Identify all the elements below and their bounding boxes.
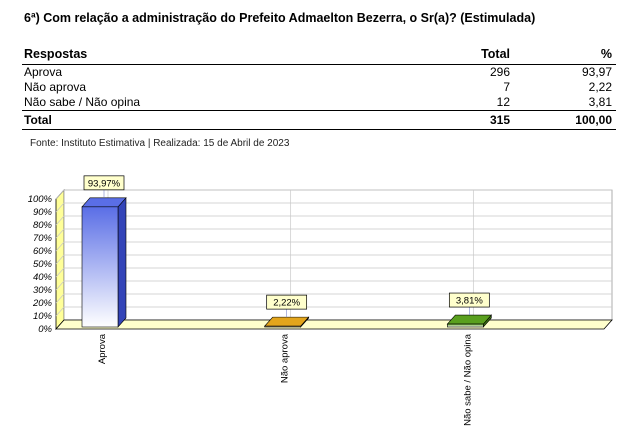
table-header-row: Respostas Total % [22, 44, 616, 64]
y-tick-label: 30% [33, 285, 53, 296]
row-label: Não aprova [24, 80, 87, 94]
y-tick-label: 70% [33, 233, 53, 244]
bar-top [446, 314, 493, 325]
y-tick-label: 40% [33, 272, 53, 283]
total-count: 315 [489, 113, 510, 127]
question-title: 6ª) Com relação a administração do Prefe… [24, 11, 536, 25]
bar [264, 325, 301, 328]
table-row: Não aprova 7 2,22 [22, 80, 616, 95]
y-tick-label: 0% [38, 324, 52, 335]
row-percent: 2,22 [588, 80, 612, 94]
y-tick-label: 100% [28, 194, 53, 205]
bar [81, 206, 119, 328]
data-label: 3,81% [456, 296, 483, 307]
grid-line [55, 189, 65, 200]
grid-line [55, 267, 65, 278]
row-label: Aprova [24, 65, 63, 79]
table-row: Aprova 296 93,97 [22, 65, 616, 80]
bar-side [117, 197, 127, 328]
x-category-label: Aprova [97, 333, 108, 364]
y-tick-label: 90% [33, 207, 53, 218]
table-total-row: Total 315 100,00 [22, 111, 616, 129]
bar-top [81, 197, 127, 208]
row-percent: 93,97 [581, 65, 612, 79]
total-percent: 100,00 [575, 113, 612, 127]
table-row: Não sabe / Não opina 12 3,81 [22, 95, 616, 110]
grid-line [55, 215, 65, 226]
row-total: 7 [503, 80, 510, 94]
grid-line [55, 254, 65, 265]
y-tick-label: 20% [32, 298, 53, 309]
grid-line [55, 202, 65, 213]
y-tick-label: 10% [33, 311, 53, 322]
data-label-box [83, 175, 125, 191]
bar-top [263, 316, 310, 327]
table-divider [22, 129, 616, 130]
bar [447, 323, 484, 328]
table-divider [22, 110, 616, 111]
results-table: Respostas Total % Aprova 296 93,97 Não a… [22, 44, 616, 130]
grid-line [55, 306, 65, 317]
y-tick-label: 60% [33, 246, 53, 257]
x-category-label: Não sabe / Não opina [462, 333, 473, 426]
chart-floor [55, 319, 613, 330]
header-percent: % [600, 47, 612, 61]
x-category-label: Não aprova [280, 333, 291, 383]
y-tick-label: 50% [33, 259, 53, 270]
data-label-box [448, 292, 490, 308]
row-total: 296 [489, 65, 510, 79]
row-percent: 3,81 [588, 95, 612, 109]
data-label: 2,22% [273, 298, 300, 309]
table-divider [22, 64, 616, 65]
data-label: 93,97% [88, 178, 121, 189]
header-respostas: Respostas [24, 47, 88, 61]
grid-line [55, 293, 65, 304]
grid-line [55, 228, 65, 239]
source-note: Fonte: Instituto Estimativa | Realizada:… [30, 138, 290, 149]
grid-line [55, 241, 65, 252]
y-tick-label: 80% [33, 220, 53, 231]
row-total: 12 [496, 95, 510, 109]
row-label: Não sabe / Não opina [24, 95, 141, 109]
grid-line [55, 280, 65, 291]
data-label-box [266, 294, 308, 310]
header-total: Total [481, 47, 510, 61]
total-label: Total [24, 113, 52, 127]
